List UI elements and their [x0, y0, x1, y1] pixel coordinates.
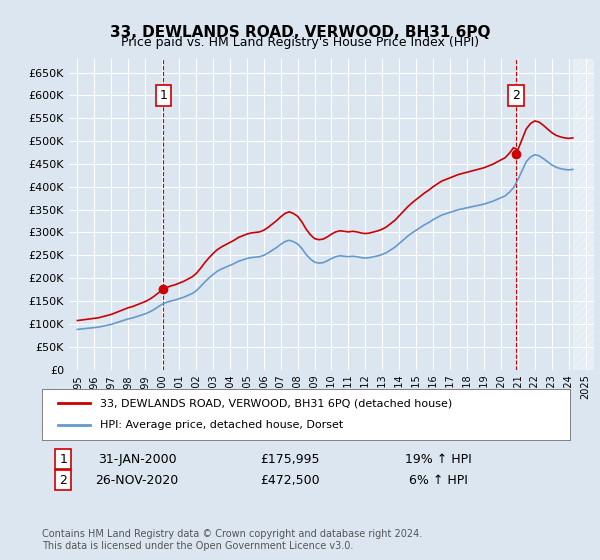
Text: Contains HM Land Registry data © Crown copyright and database right 2024.
This d: Contains HM Land Registry data © Crown c… [42, 529, 422, 551]
Text: 33, DEWLANDS ROAD, VERWOOD, BH31 6PQ (detached house): 33, DEWLANDS ROAD, VERWOOD, BH31 6PQ (de… [100, 398, 452, 408]
Text: HPI: Average price, detached house, Dorset: HPI: Average price, detached house, Dors… [100, 421, 343, 431]
Text: 31-JAN-2000: 31-JAN-2000 [98, 452, 176, 466]
Text: Price paid vs. HM Land Registry's House Price Index (HPI): Price paid vs. HM Land Registry's House … [121, 36, 479, 49]
Text: 1: 1 [160, 89, 167, 102]
Text: 19% ↑ HPI: 19% ↑ HPI [404, 452, 472, 466]
Text: 6% ↑ HPI: 6% ↑ HPI [409, 474, 467, 487]
Bar [573, 59, 594, 370]
Text: 2: 2 [59, 474, 67, 487]
Text: 33, DEWLANDS ROAD, VERWOOD, BH31 6PQ: 33, DEWLANDS ROAD, VERWOOD, BH31 6PQ [110, 25, 490, 40]
Text: 26-NOV-2020: 26-NOV-2020 [95, 474, 179, 487]
Text: £175,995: £175,995 [260, 452, 320, 466]
Text: £472,500: £472,500 [260, 474, 320, 487]
Text: 2: 2 [512, 89, 520, 102]
Text: 1: 1 [59, 452, 67, 466]
